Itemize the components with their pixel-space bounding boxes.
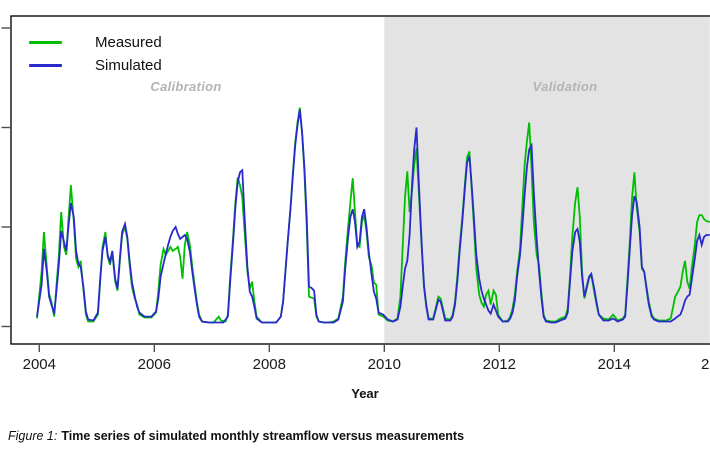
- validation-region-label: Validation: [532, 79, 598, 94]
- legend-item-measured: Measured: [29, 31, 162, 54]
- x-axis-title: Year: [351, 386, 379, 401]
- figure-caption: Figure 1: Time series of simulated monthl…: [8, 429, 464, 443]
- simulated-line-swatch: [29, 64, 62, 67]
- chart-legend: Measured Simulated: [29, 31, 162, 77]
- caption-prefix: Figure 1:: [8, 429, 58, 443]
- x-tick-label: 2012: [482, 356, 516, 373]
- x-tick-label: 2008: [252, 356, 286, 373]
- caption-text: Time series of simulated monthly streamf…: [61, 429, 465, 443]
- x-tick-label: 2016: [701, 356, 710, 373]
- x-tick-label: 2014: [597, 356, 631, 373]
- x-tick-label: 2004: [22, 356, 56, 373]
- measured-line-swatch: [29, 41, 62, 44]
- calibration-region-label: Calibration: [150, 79, 222, 94]
- legend-label-simulated: Simulated: [95, 57, 162, 74]
- legend-label-measured: Measured: [95, 34, 162, 51]
- x-tick-label: 2010: [367, 356, 401, 373]
- x-tick-label: 2006: [137, 356, 171, 373]
- legend-item-simulated: Simulated: [29, 54, 162, 77]
